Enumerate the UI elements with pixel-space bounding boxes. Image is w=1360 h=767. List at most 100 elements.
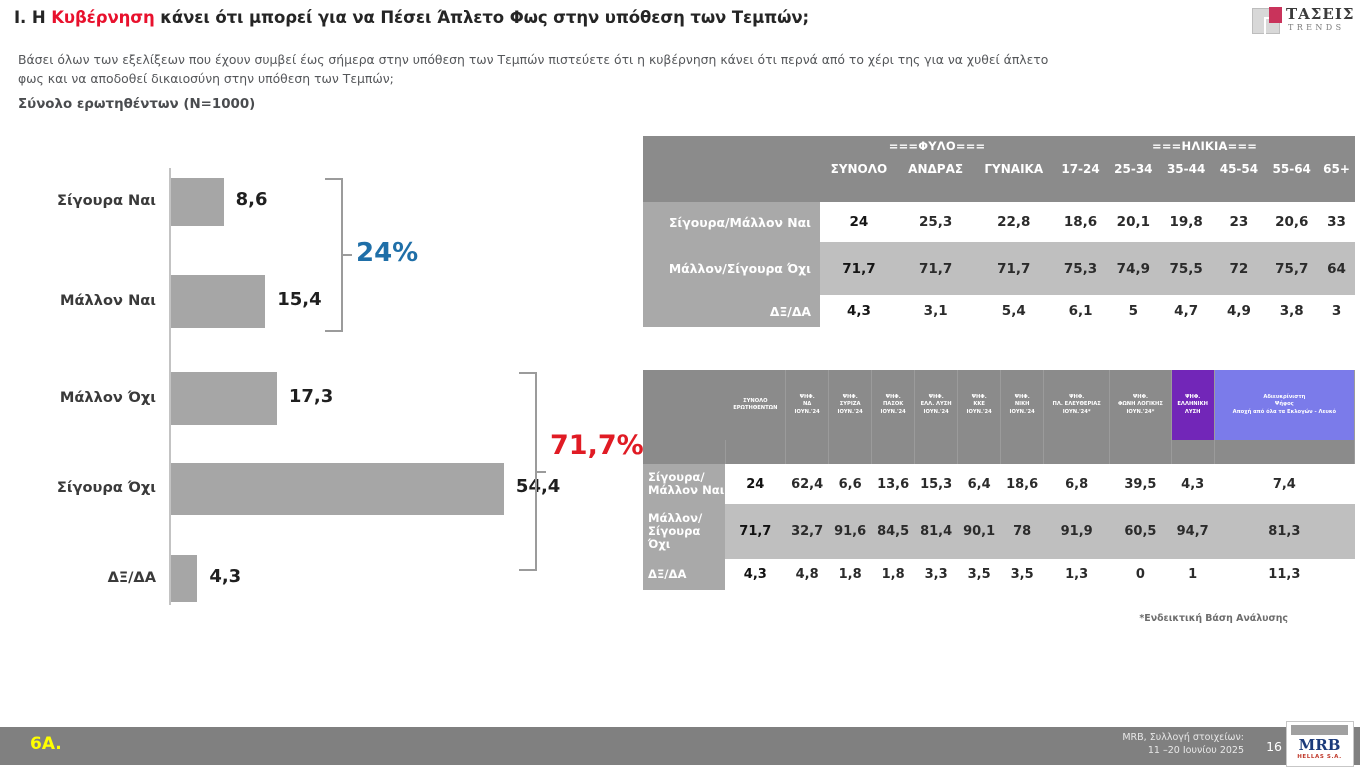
table2-spacer-cell — [643, 440, 726, 464]
table2-footnote: *Ενδεικτική Βάση Ανάλυσης — [1139, 613, 1288, 624]
table1-cell: 20,1 — [1116, 214, 1150, 230]
chart-bracket-tick — [341, 254, 352, 256]
table2-cell: 1 — [1188, 567, 1198, 582]
table2-spacer-cell — [725, 440, 787, 464]
chart-category-label: Μάλλον Όχι — [59, 388, 156, 406]
chart-bar — [171, 555, 198, 602]
logo-pink-block-icon — [1269, 7, 1282, 23]
table1-cell: 71,7 — [918, 260, 953, 277]
table1-cell: 33 — [1327, 214, 1346, 230]
table1-spacer-row — [643, 182, 1355, 202]
table1-cell: 4,3 — [846, 303, 871, 319]
table1-column-header: 55-64 — [1265, 156, 1319, 182]
table-row: Σίγουρα/Μάλλον Ναι 24 62,4 6,6 13,6 15,3 6,4 18… — [643, 464, 1355, 504]
table2-cell: 3,5 — [1010, 567, 1034, 582]
table2-column-header: ΨΗΦ. ΝΙΚΗ ΙΟΥΝ.'24 — [1000, 370, 1045, 440]
table2-cell: 90,1 — [963, 524, 996, 539]
chart-value-label: 15,4 — [277, 288, 322, 310]
table2-column-header-line: ΣΥΝΟΛΟ — [743, 397, 768, 404]
table2-cell: 84,5 — [877, 524, 910, 539]
table1-cell: 4,7 — [1174, 303, 1199, 319]
table2-cell: 7,4 — [1272, 476, 1296, 492]
table1-cell: 25,3 — [918, 214, 953, 230]
table1-row-label: Μάλλον/Σίγουρα Όχι — [643, 242, 820, 295]
table2-column-header-line: ΨΗΦ. — [1132, 393, 1148, 400]
title-rest: κάνει ότι μπορεί για να Πέσει Άπλετο Φως… — [154, 8, 809, 27]
page-number: 16 — [1266, 739, 1282, 754]
table-row: ΔΞ/ΔΑ 4,3 4,8 1,8 1,8 3,3 3,5 3,5 1,3 0 1 11,3 — [643, 559, 1355, 590]
table1-group-age: ===ΗΛΙΚΙΑ=== — [1054, 136, 1355, 156]
source-note: MRB, Συλλογή στοιχείων: 11 –20 Ιουνίου 2… — [1122, 731, 1244, 757]
table2-column-header-line: ΨΗΦ. — [1014, 393, 1030, 400]
table-row: Μάλλον/Σίγουρα Όχι 71,7 32,7 91,6 84,5 81,4 90… — [643, 504, 1355, 559]
table2-column-header-line: ΙΟΥΝ.'24 — [966, 408, 992, 415]
table1-cell: 3,1 — [923, 303, 948, 319]
table2-column-header: ΨΗΦ. ΠΑΣΟΚ ΙΟΥΝ.'24 — [871, 370, 916, 440]
table2-spacer-cell — [1214, 440, 1356, 464]
chart-bar — [171, 463, 504, 515]
table1-cell: 22,8 — [997, 214, 1031, 230]
table2-column-header-line: ΨΗΦ. — [971, 393, 987, 400]
footer-divider — [0, 723, 1360, 727]
table1-body: ===ΦΥΛΟ=== ===ΗΛΙΚΙΑ=== ΣΥΝΟΛΟ ΑΝΔΡΑΣ ΓΥΝΑΙ… — [643, 136, 1355, 327]
horizontal-bar-chart: Σίγουρα Ναι 8,6 Μάλλον Ναι 15,4 Μάλλον Όχι 17… — [0, 150, 644, 610]
table2-cell: 15,3 — [920, 476, 953, 492]
chart-bracket — [519, 372, 546, 571]
table1-cell: 5,4 — [1001, 303, 1026, 319]
table2-cell: 78 — [1013, 524, 1032, 539]
table2-column-header-line: ΦΩΝΗ ΛΟΓΙΚΗΣ — [1117, 401, 1163, 408]
chart-axis-line — [169, 168, 171, 605]
table2-column-header-line: Αδιευκρίνιστη — [1263, 393, 1306, 400]
table2-row-label: Μάλλον/Σίγουρα Όχι — [643, 504, 725, 559]
table1-cell: 75,7 — [1275, 260, 1309, 277]
title-highlight: Κυβέρνηση — [51, 8, 155, 27]
table1-cell: 72 — [1229, 260, 1249, 277]
taseis-trends-logo: ΤΑΣΕΙΣ TRENDS — [1246, 4, 1358, 38]
table2-cell: 1,8 — [881, 567, 905, 582]
table2-column-header: Αδιευκρίνιστη Ψήφος Αποχή από όλα τα Εκλογ… — [1214, 370, 1356, 440]
table-gender-age: ===ΦΥΛΟ=== ===ΗΛΙΚΙΑ=== ΣΥΝΟΛΟ ΑΝΔΡΑΣ ΓΥΝΑΙ… — [643, 136, 1355, 327]
table1-column-header: 17-24 — [1054, 156, 1107, 182]
chart-bar — [171, 372, 277, 425]
chart-value-label: 8,6 — [235, 189, 268, 210]
table1-cell: 19,8 — [1169, 214, 1203, 230]
chart-value-label: 4,3 — [209, 565, 242, 587]
table2-spacer-cell — [957, 440, 1002, 464]
table1-cell: 64 — [1327, 260, 1346, 277]
table2-spacer-cell — [871, 440, 916, 464]
table2-cell: 4,3 — [1181, 476, 1205, 492]
table2-column-header-line: ΨΗΦ. — [885, 393, 901, 400]
mrb-logo-subtext: HELLAS S.A. — [1297, 754, 1342, 760]
table2-column-header: ΣΥΝΟΛΟ ΕΡΩΤΗΘΕΝΤΩΝ — [725, 370, 787, 440]
table2-column-header-line: Ψήφος — [1274, 401, 1294, 408]
table2-column-header-line: ΣΥΡΙΖΑ — [839, 401, 861, 408]
table2-cell: 4,8 — [795, 567, 819, 582]
table2-spacer-cell — [1043, 440, 1111, 464]
table2-cell: 0 — [1135, 567, 1145, 582]
mrb-logo-text: MRB — [1298, 736, 1341, 754]
table2-cell: 6,8 — [1065, 476, 1089, 492]
slide-code-label: 6A. — [30, 734, 62, 754]
table2-column-header-line: ΚΚΕ — [973, 401, 985, 408]
logo-main-text: ΤΑΣΕΙΣ — [1286, 5, 1355, 23]
table2-column-header-line: ΝΙΚΗ — [1014, 401, 1030, 408]
table1-column-header: ΑΝΔΡΑΣ — [897, 156, 974, 182]
table2-column-header-line: ΕΛΛΗΝΙΚΗ — [1177, 401, 1208, 408]
table2-cell: 24 — [746, 476, 765, 492]
table2-column-header-line: ΕΡΩΤΗΘΕΝΤΩΝ — [733, 405, 778, 411]
chart-category-label: ΔΞ/ΔΑ — [107, 568, 156, 586]
table2-cell: 6,6 — [838, 476, 862, 492]
chart-value-label: 54,4 — [515, 476, 561, 497]
table2-column-header-line: ΙΟΥΝ.'24 — [794, 408, 820, 415]
table2-column-header-line: ΨΗΦ. — [1069, 393, 1085, 400]
chart-value-label: 17,3 — [288, 385, 334, 407]
table2-column-header-line: ΕΛΛ. ΛΥΣΗ — [920, 401, 952, 408]
table2-column-header-line: ΙΟΥΝ.'24* — [1062, 408, 1091, 415]
table1-column-header: ΓΥΝΑΙΚΑ — [973, 156, 1055, 182]
table2-spacer-cell — [785, 440, 830, 464]
table2-column-header-line: ΙΟΥΝ.'24 — [923, 408, 949, 415]
chart-bracket-label: 24% — [356, 238, 419, 268]
table2-spacer-cell — [914, 440, 959, 464]
slide-footer: 6A. MRB, Συλλογή στοιχείων: 11 –20 Ιουνί… — [0, 721, 1360, 767]
table1-cell: 5 — [1128, 303, 1139, 319]
